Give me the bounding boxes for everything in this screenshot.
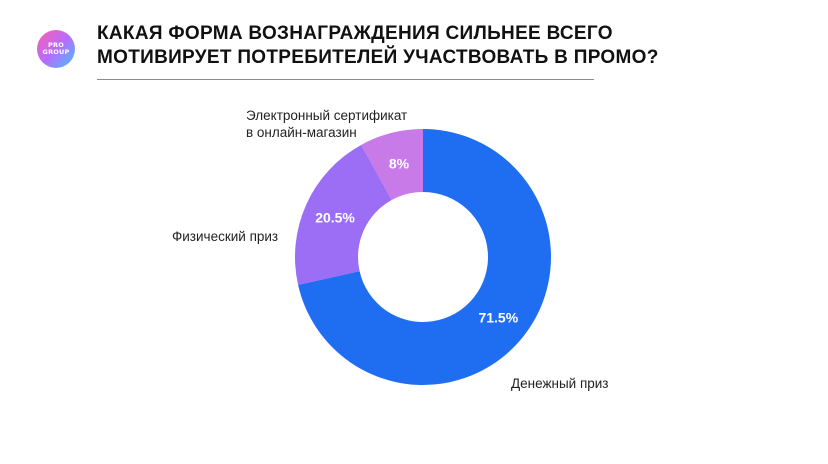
page-title-line-2: МОТИВИРУЕТ ПОТРЕБИТЕЛЕЙ УЧАСТВОВАТЬ В ПР… <box>97 47 659 68</box>
pro-group-logo: PRO GROUP <box>37 30 75 68</box>
title-divider <box>97 79 594 80</box>
slice-label-e-certificate-line-1: Электронный сертификат <box>246 108 408 123</box>
slice-physical-prize-value-label: 20.5% <box>315 209 355 225</box>
slice-label-e-certificate-line-2: в онлайн-магазин <box>246 125 357 140</box>
page-title: КАКАЯ ФОРМА ВОЗНАГРАЖДЕНИЯ СИЛЬНЕЕ ВСЕГО… <box>97 22 659 70</box>
slice-money-prize-value-label: 71.5% <box>478 309 518 325</box>
slice-label-money-prize: Денежный приз <box>511 376 609 391</box>
slice-e-certificate <box>361 129 423 201</box>
page-title-line-1: КАКАЯ ФОРМА ВОЗНАГРАЖДЕНИЯ СИЛЬНЕЕ ВСЕГО <box>97 23 613 44</box>
slice-e-certificate-value-label: 8% <box>389 156 410 172</box>
slice-money-prize <box>298 129 551 385</box>
slice-label-e-certificate: Электронный сертификат в онлайн-магазин <box>246 107 407 141</box>
slice-physical-prize <box>295 144 392 285</box>
slice-label-physical-prize: Физический приз <box>172 229 279 244</box>
